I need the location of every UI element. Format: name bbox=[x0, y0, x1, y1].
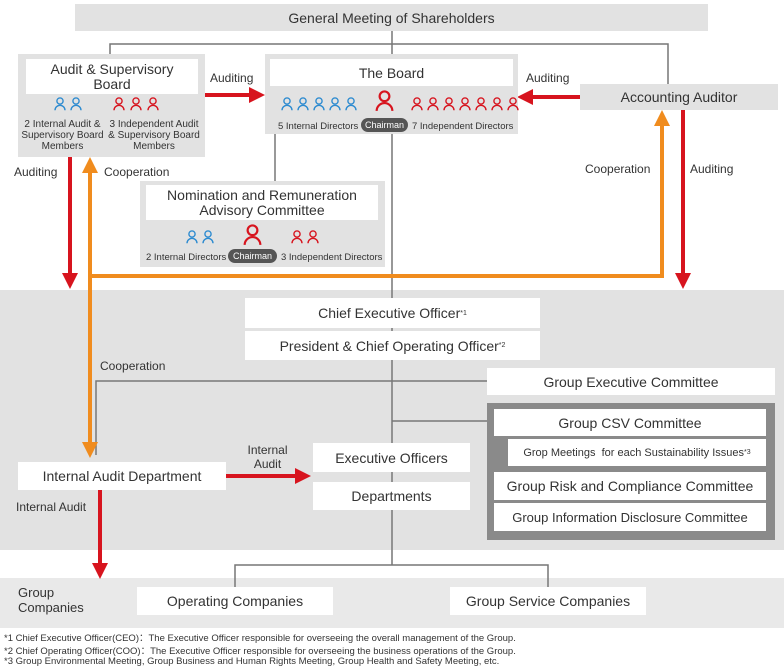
audit-independent: 3 Independent Audit & Supervisory Board … bbox=[108, 118, 200, 152]
executive-officers: Executive Officers bbox=[313, 443, 470, 472]
sustainability-meetings: Grop Meetings for each Sustainability Is… bbox=[508, 439, 766, 466]
group-executive-committee: Group Executive Committee bbox=[487, 368, 775, 395]
sub-title: Grop Meetings for each Sustainability Is… bbox=[523, 446, 745, 459]
accounting-auditor: Accounting Auditor bbox=[580, 84, 778, 110]
group-region bbox=[0, 578, 784, 628]
arrow-label: Internal Audit bbox=[247, 443, 288, 471]
orange-arrows bbox=[82, 110, 670, 458]
operating-companies: Operating Companies bbox=[137, 587, 333, 615]
committee-independent: 3 Independent Directors bbox=[281, 252, 383, 263]
arrow-label: Auditing bbox=[690, 162, 734, 176]
group-service-companies: Group Service Companies bbox=[450, 587, 646, 615]
committee-internal: 2 Internal Directors bbox=[146, 252, 227, 263]
committee-title: Nomination and Remuneration Advisory Com… bbox=[146, 185, 378, 220]
footnote: *2 Chief Operating Officer(COO)：The Exec… bbox=[4, 646, 516, 657]
president-title: President & Chief Operating Officer bbox=[279, 337, 499, 354]
departments: Departments bbox=[313, 482, 470, 510]
csv-committee: Group CSV Committee bbox=[494, 409, 766, 436]
board-internal: 5 Internal Directors bbox=[278, 121, 359, 132]
arrow-label: Cooperation bbox=[585, 162, 651, 176]
note-ref: *2 bbox=[498, 342, 506, 349]
board-title: The Board bbox=[270, 59, 513, 86]
arrow-label: Internal Audit bbox=[16, 500, 87, 514]
president: President & Chief Operating Officer *2 bbox=[245, 331, 540, 360]
group-companies-title: Group Companies bbox=[18, 585, 84, 615]
disclosure-committee: Group Information Disclosure Committee bbox=[494, 503, 766, 531]
red-arrows bbox=[62, 87, 691, 579]
board-independent: 7 Independent Directors bbox=[412, 121, 514, 132]
note-ref: *1 bbox=[460, 309, 467, 317]
arrow-label: Cooperation bbox=[104, 165, 170, 179]
arrow-label: Auditing bbox=[14, 165, 58, 179]
arrow-label: Auditing bbox=[210, 71, 254, 85]
shareholders: General Meeting of Shareholders bbox=[75, 4, 708, 31]
ceo-title: Chief Executive Officer bbox=[318, 305, 461, 321]
arrow-label: Auditing bbox=[526, 71, 570, 85]
internal-audit-department: Internal Audit Department bbox=[18, 462, 226, 490]
ceo: Chief Executive Officer *1 bbox=[245, 298, 540, 328]
audit-internal: 2 Internal Audit & Supervisory Board Mem… bbox=[21, 118, 104, 152]
note-ref: *3 bbox=[744, 449, 751, 456]
arrow-label: Cooperation bbox=[100, 359, 166, 373]
chairman-pill: Chairman bbox=[228, 249, 277, 263]
audit-board-title: Audit & Supervisory Board bbox=[26, 59, 198, 94]
chairman-pill: Chairman bbox=[361, 118, 408, 132]
risk-committee: Group Risk and Compliance Committee bbox=[494, 472, 766, 500]
footnote: *3 Group Environmental Meeting, Group Bu… bbox=[4, 656, 500, 667]
footnote: *1 Chief Executive Officer(CEO)：The Exec… bbox=[4, 633, 516, 644]
